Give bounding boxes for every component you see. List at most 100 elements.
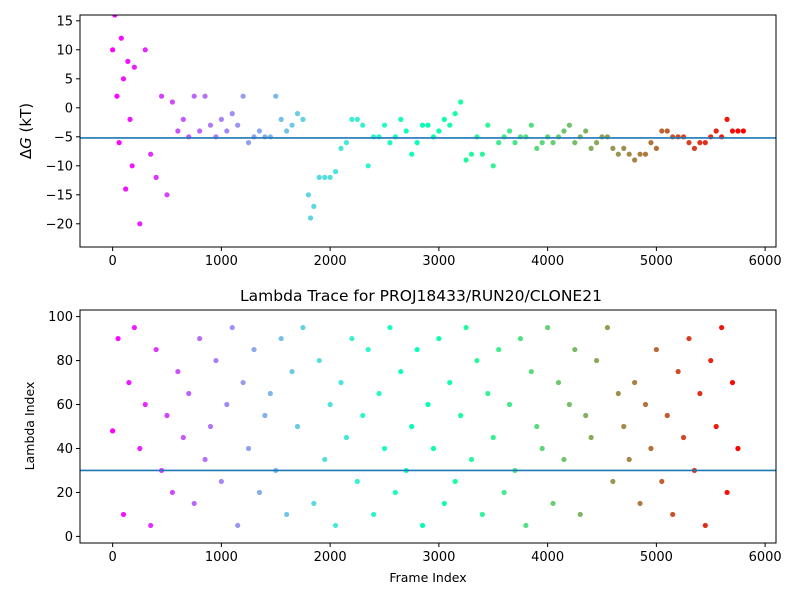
delta-g-point [131, 64, 137, 70]
delta-g-point [463, 157, 469, 163]
delta-g-point [528, 122, 534, 128]
lambda-point [626, 456, 632, 463]
lambda-point [316, 357, 322, 364]
lambda-x-tick-label: 3000 [422, 550, 455, 565]
lambda-point [360, 412, 366, 419]
delta-g-point [360, 122, 366, 128]
lambda-point [392, 489, 398, 496]
delta-g-point [436, 128, 442, 134]
delta-g-point [137, 221, 143, 227]
lambda-point [501, 489, 507, 496]
lambda-point [224, 401, 230, 408]
lambda-point [245, 445, 252, 452]
delta-g-point [127, 116, 133, 122]
delta-g-point [452, 111, 458, 117]
lambda-point [577, 511, 583, 518]
delta-g-y-axis-label: ΔG (kT) [17, 103, 35, 159]
delta-g-point [164, 192, 170, 198]
delta-g-point [735, 128, 741, 134]
lambda-point [256, 489, 263, 496]
lambda-point [110, 428, 116, 434]
lambda-point [235, 522, 241, 529]
lambda-point [572, 346, 578, 353]
delta-g-point [245, 140, 252, 146]
delta-g-point [550, 140, 556, 146]
lambda-y-axis-label: Lambda Index [22, 382, 37, 471]
delta-g-point [218, 116, 224, 122]
lambda-x-tick-label: 1000 [205, 550, 238, 565]
delta-g-point [327, 174, 333, 180]
lambda-point [447, 379, 453, 386]
lambda-point [202, 456, 208, 463]
lambda-point [648, 445, 654, 452]
lambda-point [539, 445, 545, 452]
delta-g-point [354, 116, 360, 122]
lambda-point [664, 412, 670, 419]
lambda-y-axis: 0 20 40 60 80 100 [48, 310, 80, 545]
lambda-point [414, 346, 420, 353]
lambda-point [506, 401, 513, 408]
lambda-point [148, 522, 154, 529]
lambda-point [142, 401, 148, 408]
lambda-point [566, 401, 572, 408]
lambda-point [218, 478, 224, 485]
lambda-point [637, 500, 643, 507]
lambda-point [593, 357, 600, 364]
delta-g-point [125, 58, 131, 64]
delta-g-point [626, 151, 632, 157]
lambda-point [468, 456, 475, 463]
delta-g-y-tick-label: −20 [46, 217, 73, 232]
lambda-point [561, 456, 567, 463]
lambda-x-tick-label: 4000 [531, 550, 564, 565]
lambda-point [534, 423, 540, 430]
delta-g-point [273, 93, 279, 99]
lambda-point [137, 445, 143, 452]
delta-g-y-tick-label: −15 [46, 188, 73, 203]
delta-g-point [697, 140, 703, 146]
lambda-point [251, 346, 257, 353]
delta-g-point [485, 122, 491, 128]
lambda-x-axis-label: Frame Index [389, 570, 466, 585]
delta-g-x-tick-label: 5000 [640, 254, 673, 269]
lambda-point [670, 511, 676, 518]
delta-g-point [307, 215, 314, 221]
lambda-y-tick-label: 80 [56, 354, 73, 369]
lambda-point [175, 368, 181, 375]
delta-g-point [142, 47, 148, 53]
lambda-point [425, 401, 431, 408]
lambda-point [126, 379, 132, 386]
delta-g-point [632, 157, 638, 163]
lambda-x-axis: 0 1000 2000 3000 4000 5000 6000 [108, 543, 782, 565]
lambda-y-tick-label: 0 [65, 530, 73, 545]
delta-g-point [588, 145, 594, 151]
delta-g-point [414, 140, 420, 146]
lambda-point [496, 346, 502, 353]
delta-g-y-tick-label: −10 [46, 159, 73, 174]
lambda-point [267, 390, 273, 397]
lambda-y-tick-label: 100 [48, 310, 73, 325]
delta-g-point [240, 93, 246, 99]
delta-g-point [496, 140, 502, 146]
delta-g-point [158, 93, 165, 99]
lambda-point [191, 500, 197, 507]
delta-g-point [110, 47, 116, 53]
delta-g-point [447, 122, 453, 128]
delta-g-point [583, 128, 589, 134]
lambda-point [311, 500, 317, 507]
delta-g-point [713, 128, 719, 134]
lambda-point [615, 390, 621, 397]
delta-g-point [729, 128, 736, 134]
delta-g-y-axis: −20 −15 −10 −5 0 5 10 15 [46, 14, 80, 232]
lambda-point [523, 522, 529, 529]
delta-g-point [175, 128, 181, 134]
delta-g-x-tick-label: 1000 [205, 254, 238, 269]
lambda-point [262, 412, 268, 419]
lambda-point [642, 401, 649, 408]
lambda-x-tick-label: 0 [108, 550, 116, 565]
lambda-point [452, 478, 458, 485]
lambda-point [120, 511, 127, 518]
delta-g-x-axis: 0 1000 2000 3000 4000 5000 6000 [108, 247, 782, 269]
delta-g-point [653, 145, 659, 151]
lambda-point [441, 500, 447, 507]
lambda-point [458, 412, 464, 419]
